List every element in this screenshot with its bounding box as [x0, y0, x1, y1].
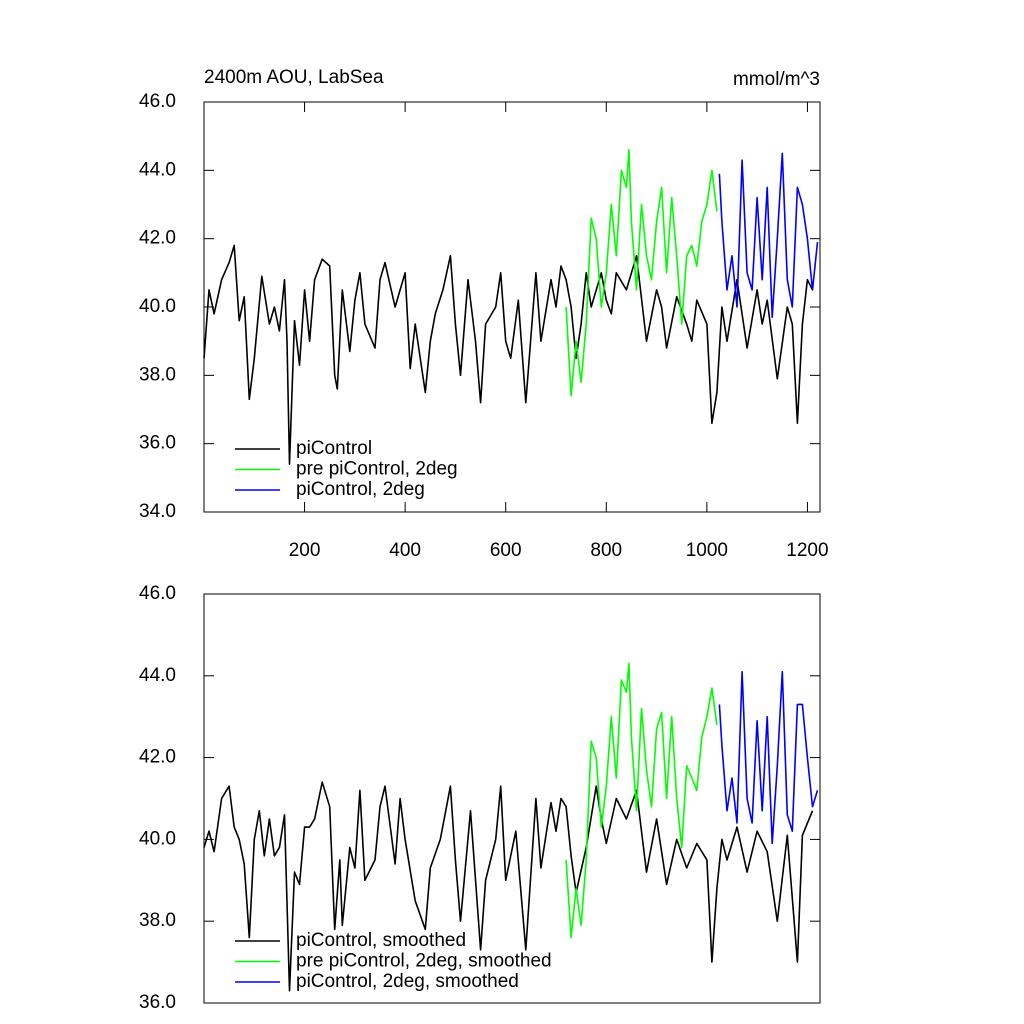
x-tick-label: 400: [389, 540, 421, 561]
x-tick-label: 600: [490, 540, 522, 561]
series-line: [565, 149, 718, 397]
y-tick-label: 38.0: [139, 364, 176, 385]
x-tick-label: 1000: [686, 540, 728, 561]
y-tick-label: 36.0: [139, 433, 176, 454]
legend-label: pre piControl, 2deg, smoothed: [296, 951, 552, 972]
y-tick-label: 46.0: [139, 91, 176, 112]
y-tick-label: 40.0: [139, 296, 176, 317]
y-tick-label: 42.0: [139, 228, 176, 249]
legend-label: piControl: [296, 438, 372, 459]
legend-label: piControl, 2deg, smoothed: [296, 971, 519, 992]
series-line: [565, 662, 718, 939]
y-tick-label: 42.0: [139, 747, 176, 768]
y-tick-label: 44.0: [139, 159, 176, 180]
legend-label: piControl, 2deg: [296, 479, 425, 500]
series-line: [718, 670, 819, 845]
y-tick-label: 40.0: [139, 828, 176, 849]
legend-label: piControl, smoothed: [296, 930, 466, 951]
y-tick-label: 38.0: [139, 910, 176, 931]
y-tick-label: 34.0: [139, 501, 176, 522]
y-tick-label: 36.0: [139, 992, 176, 1013]
chart-title: 2400m AOU, LabSea: [204, 67, 384, 88]
y-tick-label: 46.0: [139, 583, 176, 604]
units-label: mmol/m^3: [733, 69, 820, 90]
x-tick-label: 1200: [786, 540, 828, 561]
series-line: [203, 244, 814, 465]
plot-frame: [203, 593, 821, 1004]
y-tick-label: 44.0: [139, 665, 176, 686]
legend-label: pre piControl, 2deg: [296, 459, 458, 480]
x-tick-label: 800: [590, 540, 622, 561]
x-tick-label: 200: [289, 540, 321, 561]
series-line: [203, 781, 814, 992]
series-line: [718, 152, 819, 318]
